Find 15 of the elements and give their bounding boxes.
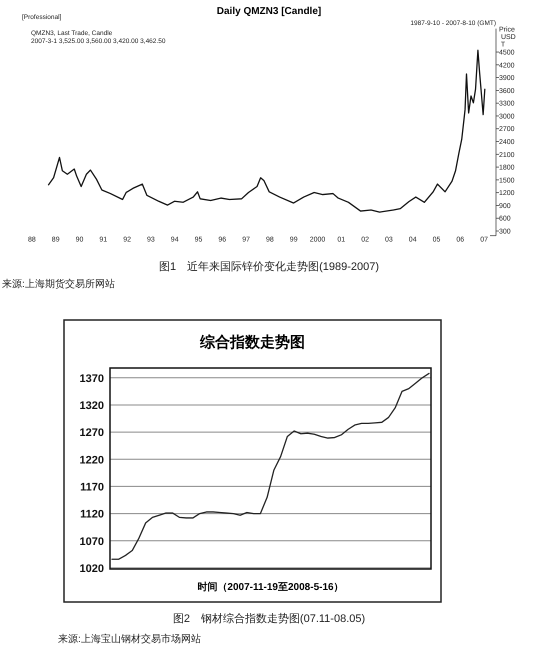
caption: 图1 近年来国际锌价变化走势图(1989-2007) xyxy=(158,260,380,273)
source-note: 来源:上海宝山钢材交易市场网站 xyxy=(58,633,201,645)
y-tick-label: 1170 xyxy=(80,481,104,494)
chart-title: Daily QMZN3 [Candle] xyxy=(216,6,322,17)
caption: 图2 钢材综合指数走势图(07.11-08.05) xyxy=(172,612,366,625)
y-tick-label: 1220 xyxy=(80,454,104,466)
source-note: 来源:上海期货交易所网站 xyxy=(2,278,115,290)
y-tick-label: 1120 xyxy=(80,508,104,521)
y-tick-label: 1320 xyxy=(80,400,104,412)
y-tick-label: 1370 xyxy=(80,372,104,385)
y-tick-label: 1070 xyxy=(80,536,104,548)
x-axis-title: 时间（2007-11-19至2008-5-16） xyxy=(197,581,344,593)
y-tick-label: 1270 xyxy=(80,427,104,440)
chart-title: 综合指数走势图 xyxy=(199,334,305,351)
y-tick-label: 1020 xyxy=(80,562,104,575)
